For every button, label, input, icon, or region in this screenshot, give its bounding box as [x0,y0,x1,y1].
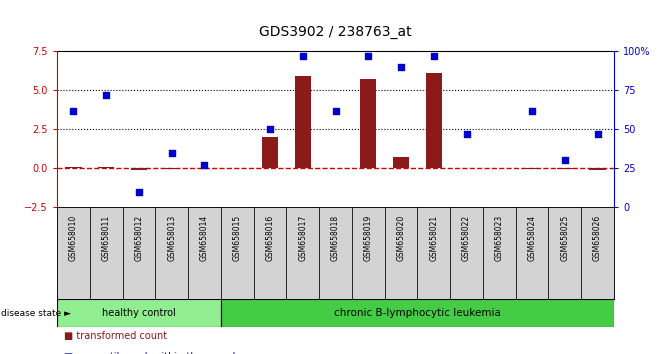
Bar [319,207,352,299]
Point [363,53,374,59]
Bar [287,207,319,299]
Bar [65,167,82,168]
Text: GSM658023: GSM658023 [495,215,504,261]
Bar [352,207,384,299]
Point [264,126,275,132]
Text: GSM658019: GSM658019 [364,215,373,261]
Text: GSM658020: GSM658020 [397,215,405,261]
Text: GSM658017: GSM658017 [298,215,307,261]
Text: GDS3902 / 238763_at: GDS3902 / 238763_at [259,25,412,39]
Bar [524,168,540,169]
Text: ■ transformed count: ■ transformed count [64,331,167,341]
Point [101,92,111,98]
Bar [360,79,376,168]
Bar [425,73,442,168]
Point [560,158,570,163]
Point [461,131,472,137]
Point [297,53,308,59]
Text: GSM658022: GSM658022 [462,215,471,261]
Text: disease state ►: disease state ► [1,309,70,318]
Text: GSM658026: GSM658026 [593,215,602,261]
Bar [557,168,573,169]
Point [428,53,439,59]
Bar [548,207,581,299]
Text: GSM658021: GSM658021 [429,215,438,261]
Text: GSM658012: GSM658012 [134,215,144,261]
Text: GSM658013: GSM658013 [167,215,176,261]
Point [134,189,144,194]
Bar [57,207,90,299]
Text: ■ percentile rank within the sample: ■ percentile rank within the sample [64,352,241,354]
Text: GSM658024: GSM658024 [527,215,537,261]
Text: GSM658018: GSM658018 [331,215,340,261]
Bar [417,207,450,299]
Bar [90,207,123,299]
Point [396,64,407,70]
Bar [254,207,287,299]
Bar [262,137,278,168]
Bar [57,299,221,327]
Point [166,150,177,155]
Text: healthy control: healthy control [102,308,176,318]
Point [68,108,79,113]
Bar [164,168,180,169]
Text: chronic B-lymphocytic leukemia: chronic B-lymphocytic leukemia [334,308,501,318]
Bar [450,207,483,299]
Bar [483,207,516,299]
Bar [516,207,548,299]
Bar [188,207,221,299]
Text: GSM658014: GSM658014 [200,215,209,261]
Point [199,162,210,168]
Text: GSM658010: GSM658010 [69,215,78,261]
Bar [384,207,417,299]
Point [330,108,341,113]
Text: GSM658016: GSM658016 [266,215,274,261]
Text: GSM658011: GSM658011 [102,215,111,261]
Bar [98,167,114,168]
Text: GSM658015: GSM658015 [233,215,242,261]
Bar [589,168,606,170]
Bar [295,76,311,168]
Bar [221,299,614,327]
Bar [393,157,409,168]
Point [592,131,603,137]
Bar [155,207,188,299]
Text: GSM658025: GSM658025 [560,215,569,261]
Point [527,108,537,113]
Bar [221,207,254,299]
Bar [581,207,614,299]
Bar [131,168,147,171]
Bar [123,207,155,299]
